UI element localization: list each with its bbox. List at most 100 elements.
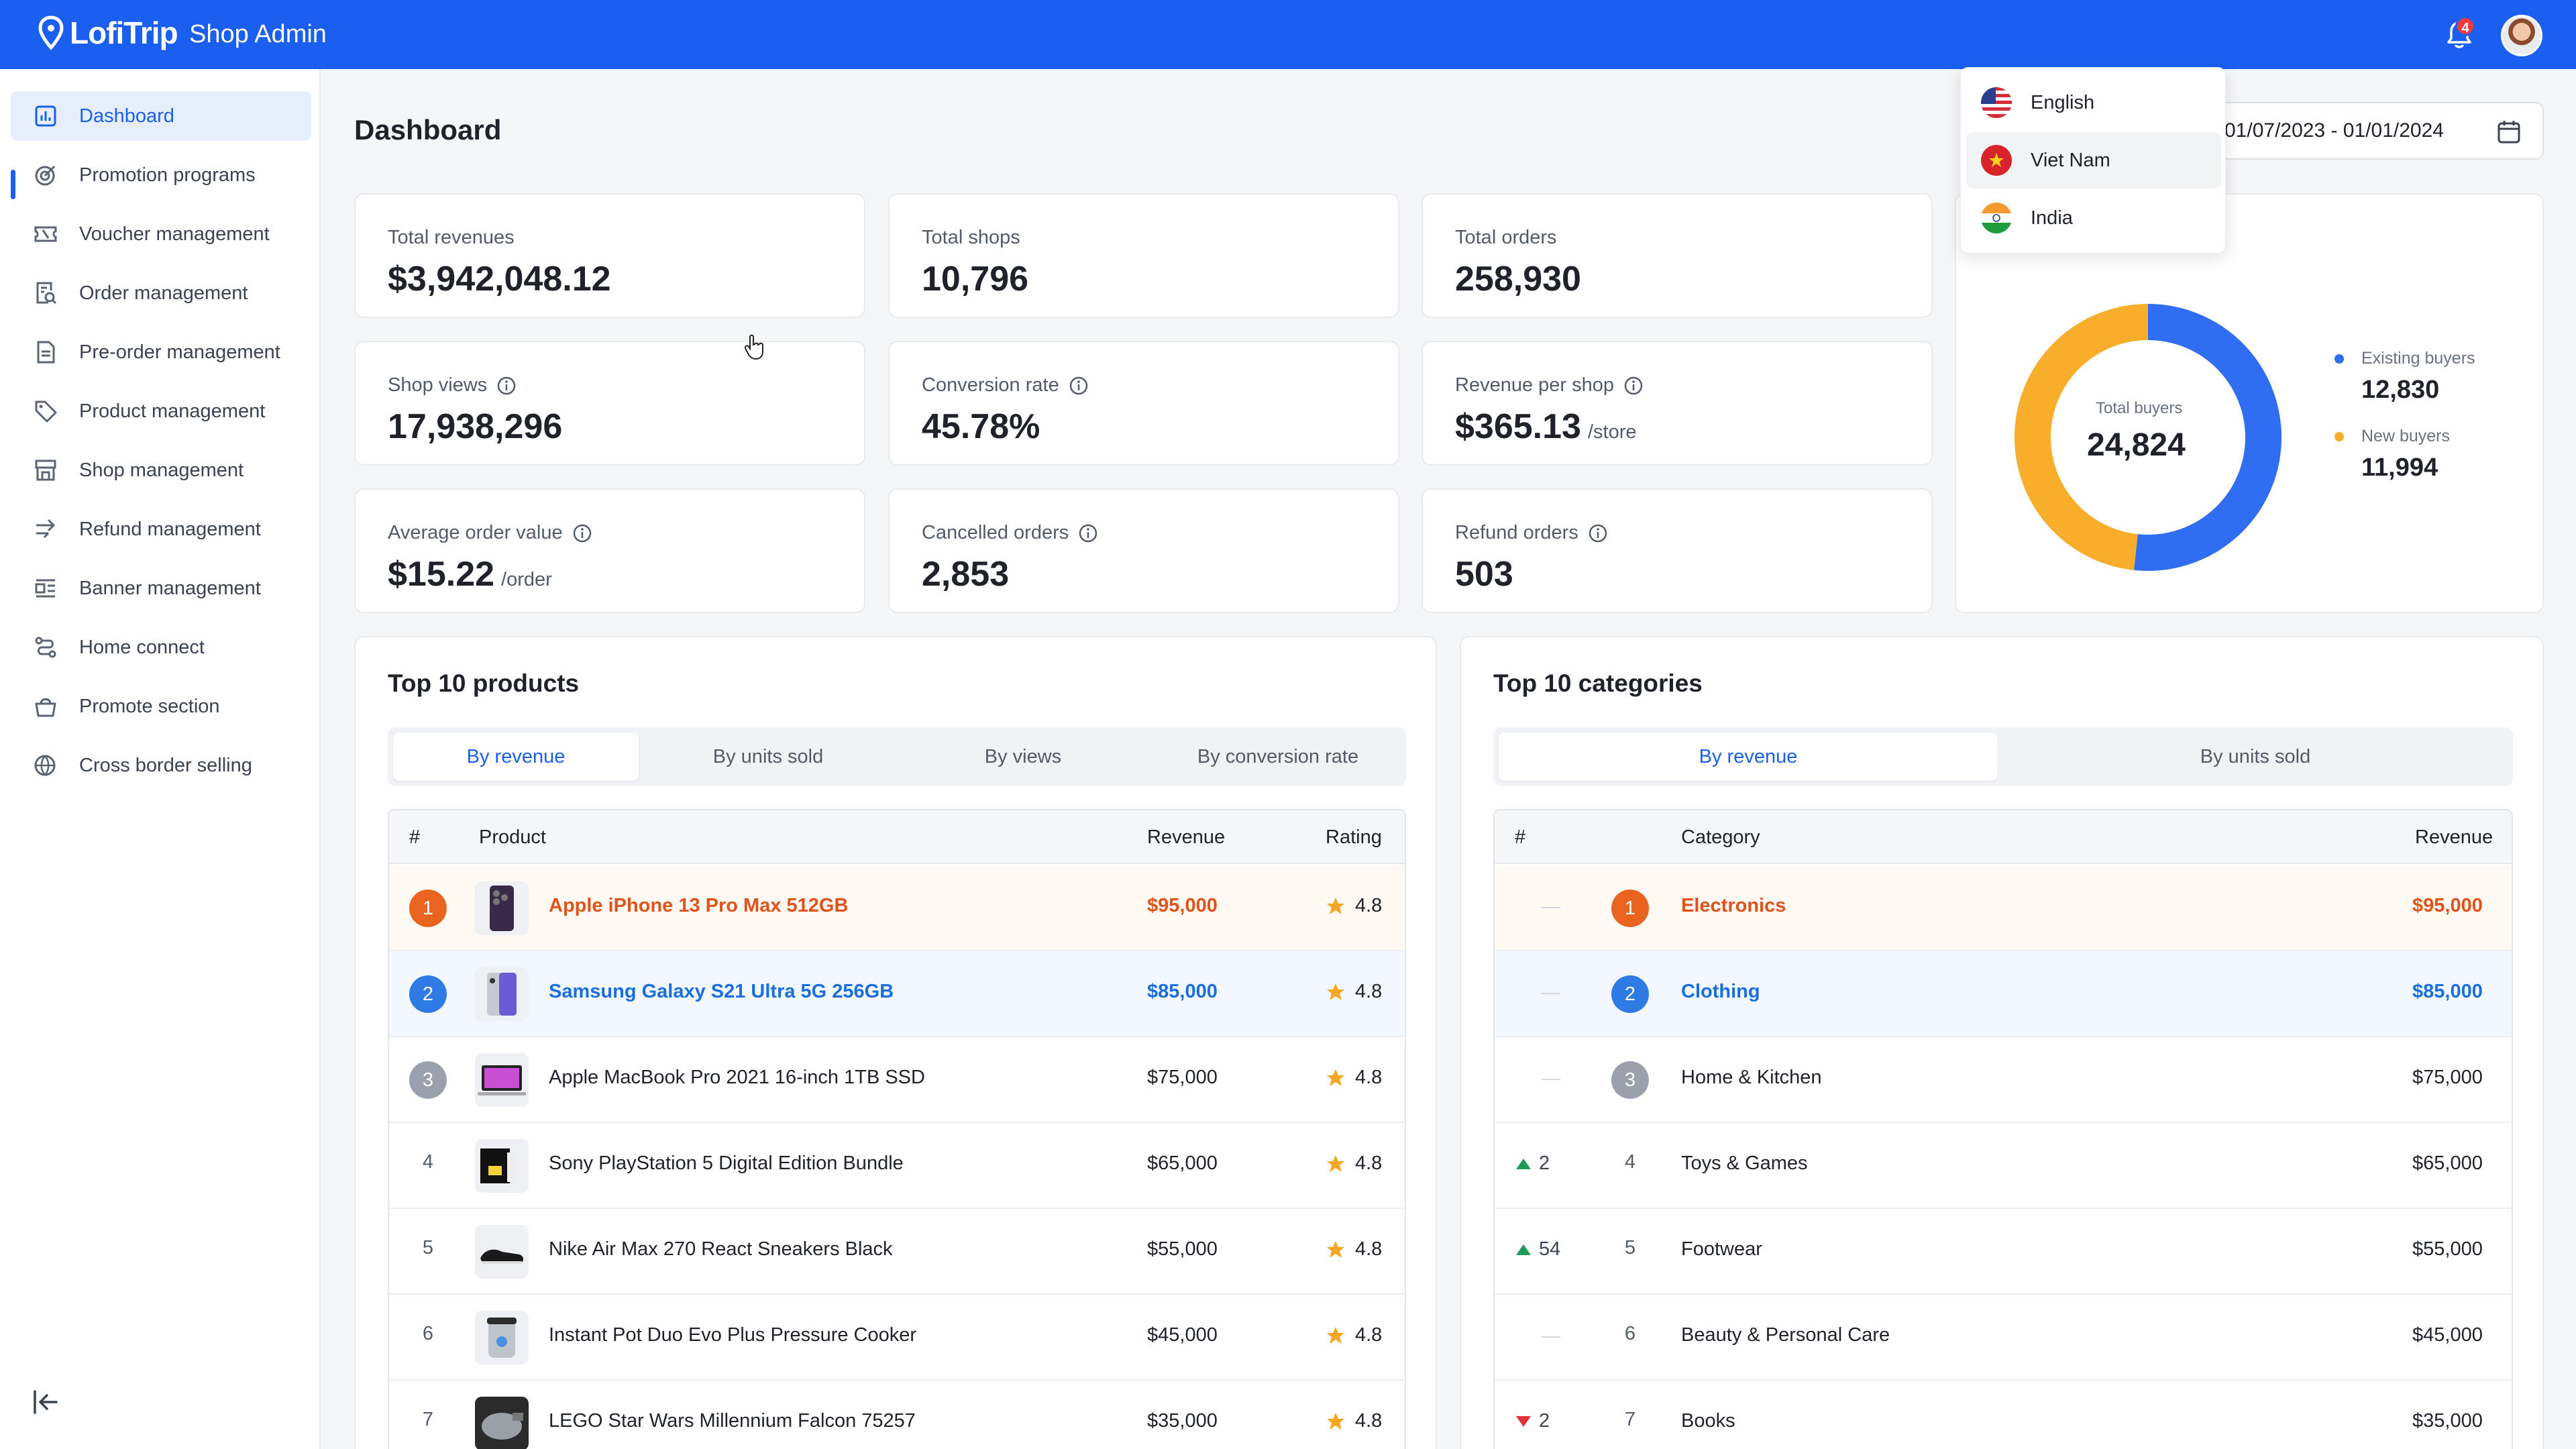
info-icon[interactable]: [572, 523, 592, 543]
sidebar-item-voucher-management[interactable]: Voucher management: [11, 209, 311, 259]
table-row[interactable]: 2 Samsung Galaxy S21 Ultra 5G 256GB $85,…: [389, 951, 1405, 1037]
category-name[interactable]: Home & Kitchen: [1681, 1067, 1822, 1088]
info-icon[interactable]: [1078, 523, 1098, 543]
rank-badge: 2: [1611, 975, 1649, 1013]
table-row[interactable]: 2 4 Toys & Games $65,000: [1495, 1123, 2512, 1209]
sidebar-item-promotion-programs[interactable]: Promotion programs: [11, 150, 311, 200]
sidebar-item-order-management[interactable]: Order management: [11, 268, 311, 318]
stat-value: $3,942,048.12: [388, 260, 611, 299]
product-revenue: $85,000: [1147, 981, 1218, 1002]
category-name[interactable]: Clothing: [1681, 981, 1760, 1002]
sidebar-item-promote-section[interactable]: Promote section: [11, 682, 311, 731]
rank-number: 4: [422, 1151, 434, 1173]
avatar[interactable]: [2501, 15, 2542, 56]
table-row[interactable]: 5 Nike Air Max 270 React Sneakers Black …: [389, 1209, 1405, 1295]
sidebar-item-label: Refund management: [79, 518, 261, 540]
sidebar-item-home-connect[interactable]: Home connect: [11, 623, 311, 672]
donut-segment-new[interactable]: [2015, 304, 2149, 570]
product-thumbnail: [475, 1139, 529, 1193]
product-name[interactable]: Instant Pot Duo Evo Plus Pressure Cooker: [549, 1324, 917, 1346]
table-row[interactable]: 54 5 Footwear $55,000: [1495, 1209, 2512, 1295]
location-pin-icon: [38, 15, 64, 50]
no-change-indicator: [1542, 1336, 1560, 1338]
table-row[interactable]: 6 Instant Pot Duo Evo Plus Pressure Cook…: [389, 1295, 1405, 1381]
tab-by-units-sold[interactable]: By units sold: [2200, 745, 2311, 767]
collapse-sidebar-icon[interactable]: [31, 1387, 60, 1417]
product-revenue: $45,000: [1147, 1324, 1218, 1346]
info-icon[interactable]: [1623, 376, 1644, 396]
table-row[interactable]: 4 Sony PlayStation 5 Digital Edition Bun…: [389, 1123, 1405, 1209]
product-name[interactable]: Apple MacBook Pro 2021 16-inch 1TB SSD: [549, 1067, 925, 1088]
sidebar-item-cross-border-selling[interactable]: Cross border selling: [11, 741, 311, 790]
product-thumbnail: [475, 967, 529, 1021]
arrow-down-icon: [1516, 1415, 1531, 1427]
rank-change: 54: [1515, 1238, 1560, 1260]
category-name[interactable]: Footwear: [1681, 1238, 1762, 1260]
info-icon[interactable]: [1588, 523, 1608, 543]
sidebar-item-product-management[interactable]: Product management: [11, 386, 311, 436]
order-search-icon: [32, 280, 59, 307]
table-row[interactable]: 1 Electronics $95,000: [1495, 865, 2512, 951]
category-name[interactable]: Electronics: [1681, 895, 1786, 916]
sidebar-item-shop-management[interactable]: Shop management: [11, 445, 311, 495]
language-option-india[interactable]: India: [1966, 190, 2221, 246]
tab-by-views[interactable]: By views: [984, 745, 1062, 767]
category-name[interactable]: Books: [1681, 1410, 1735, 1432]
category-name[interactable]: Beauty & Personal Care: [1681, 1324, 1890, 1346]
date-range-picker[interactable]: 01/07/2023 - 01/01/2024: [2194, 102, 2544, 160]
info-icon[interactable]: [1069, 376, 1089, 396]
legend-value-existing: 12,830: [2361, 376, 2440, 404]
product-tabs: By revenue By units sold By views By con…: [388, 727, 1406, 786]
refund-icon: [32, 516, 59, 543]
table-row[interactable]: 3 Home & Kitchen $75,000: [1495, 1037, 2512, 1123]
info-icon[interactable]: [496, 376, 517, 396]
language-option-english[interactable]: English: [1966, 74, 2221, 131]
tab-by-revenue[interactable]: By revenue: [393, 733, 639, 781]
arrow-up-icon: [1516, 1158, 1531, 1169]
product-rating: 4.8: [1355, 1324, 1383, 1346]
table-row[interactable]: 7 LEGO Star Wars Millennium Falcon 75257…: [389, 1381, 1405, 1449]
document-icon: [32, 339, 59, 366]
sidebar-item-refund-management[interactable]: Refund management: [11, 504, 311, 554]
product-thumbnail: [475, 1311, 529, 1364]
sidebar-item-banner-management[interactable]: Banner management: [11, 564, 311, 613]
stat-value: 2,853: [922, 555, 1010, 594]
tab-by-units-sold[interactable]: By units sold: [712, 745, 824, 767]
product-name[interactable]: Sony PlayStation 5 Digital Edition Bundl…: [549, 1152, 904, 1174]
donut-segment-existing[interactable]: [2134, 304, 2282, 571]
stat-card-cancelled-orders: Cancelled orders 2,853: [888, 488, 1399, 613]
product-name[interactable]: Apple iPhone 13 Pro Max 512GB: [549, 895, 849, 916]
table-row[interactable]: 3 Apple MacBook Pro 2021 16-inch 1TB SSD…: [389, 1037, 1405, 1123]
category-revenue: $45,000: [2412, 1324, 2483, 1346]
table-row[interactable]: 2 Clothing $85,000: [1495, 951, 2512, 1037]
sidebar-item-dashboard[interactable]: Dashboard: [11, 91, 311, 141]
categories-table: # Category Revenue 1 Electronics $95,000…: [1493, 809, 2513, 1449]
product-name[interactable]: Samsung Galaxy S21 Ultra 5G 256GB: [549, 981, 894, 1002]
category-name[interactable]: Toys & Games: [1681, 1152, 1808, 1174]
basket-icon: [32, 693, 59, 720]
language-option-viet-nam[interactable]: Viet Nam: [1966, 132, 2221, 189]
notification-badge: 4: [2455, 16, 2475, 36]
stat-card-total-shops: Total shops 10,796: [888, 193, 1399, 318]
table-row[interactable]: 6 Beauty & Personal Care $45,000: [1495, 1295, 2512, 1381]
star-icon: [1327, 1241, 1344, 1258]
language-label: English: [2031, 91, 2095, 113]
stat-value: 17,938,296: [388, 407, 563, 446]
table-row[interactable]: 1 Apple iPhone 13 Pro Max 512GB $95,000 …: [389, 865, 1405, 951]
sidebar: Dashboard Promotion programs Voucher man…: [0, 69, 321, 1449]
star-icon: [1327, 1327, 1344, 1344]
product-name[interactable]: Nike Air Max 270 React Sneakers Black: [549, 1238, 893, 1260]
tab-by-revenue[interactable]: By revenue: [1499, 733, 1998, 781]
sidebar-item-pre-order-management[interactable]: Pre-order management: [11, 327, 311, 377]
globe-icon: [32, 752, 59, 779]
category-revenue: $55,000: [2412, 1238, 2483, 1260]
donut-center-value: 24,824: [2087, 427, 2186, 463]
tag-icon: [32, 398, 59, 425]
rank-number: 5: [1624, 1237, 1636, 1258]
category-revenue: $65,000: [2412, 1152, 2483, 1174]
rank-number: 7: [422, 1409, 434, 1430]
tab-by-conversion-rate[interactable]: By conversion rate: [1197, 745, 1359, 767]
table-row[interactable]: 2 7 Books $35,000: [1495, 1381, 2512, 1449]
brand-logo[interactable]: LofiTrip: [38, 15, 178, 51]
product-name[interactable]: LEGO Star Wars Millennium Falcon 75257: [549, 1410, 916, 1432]
